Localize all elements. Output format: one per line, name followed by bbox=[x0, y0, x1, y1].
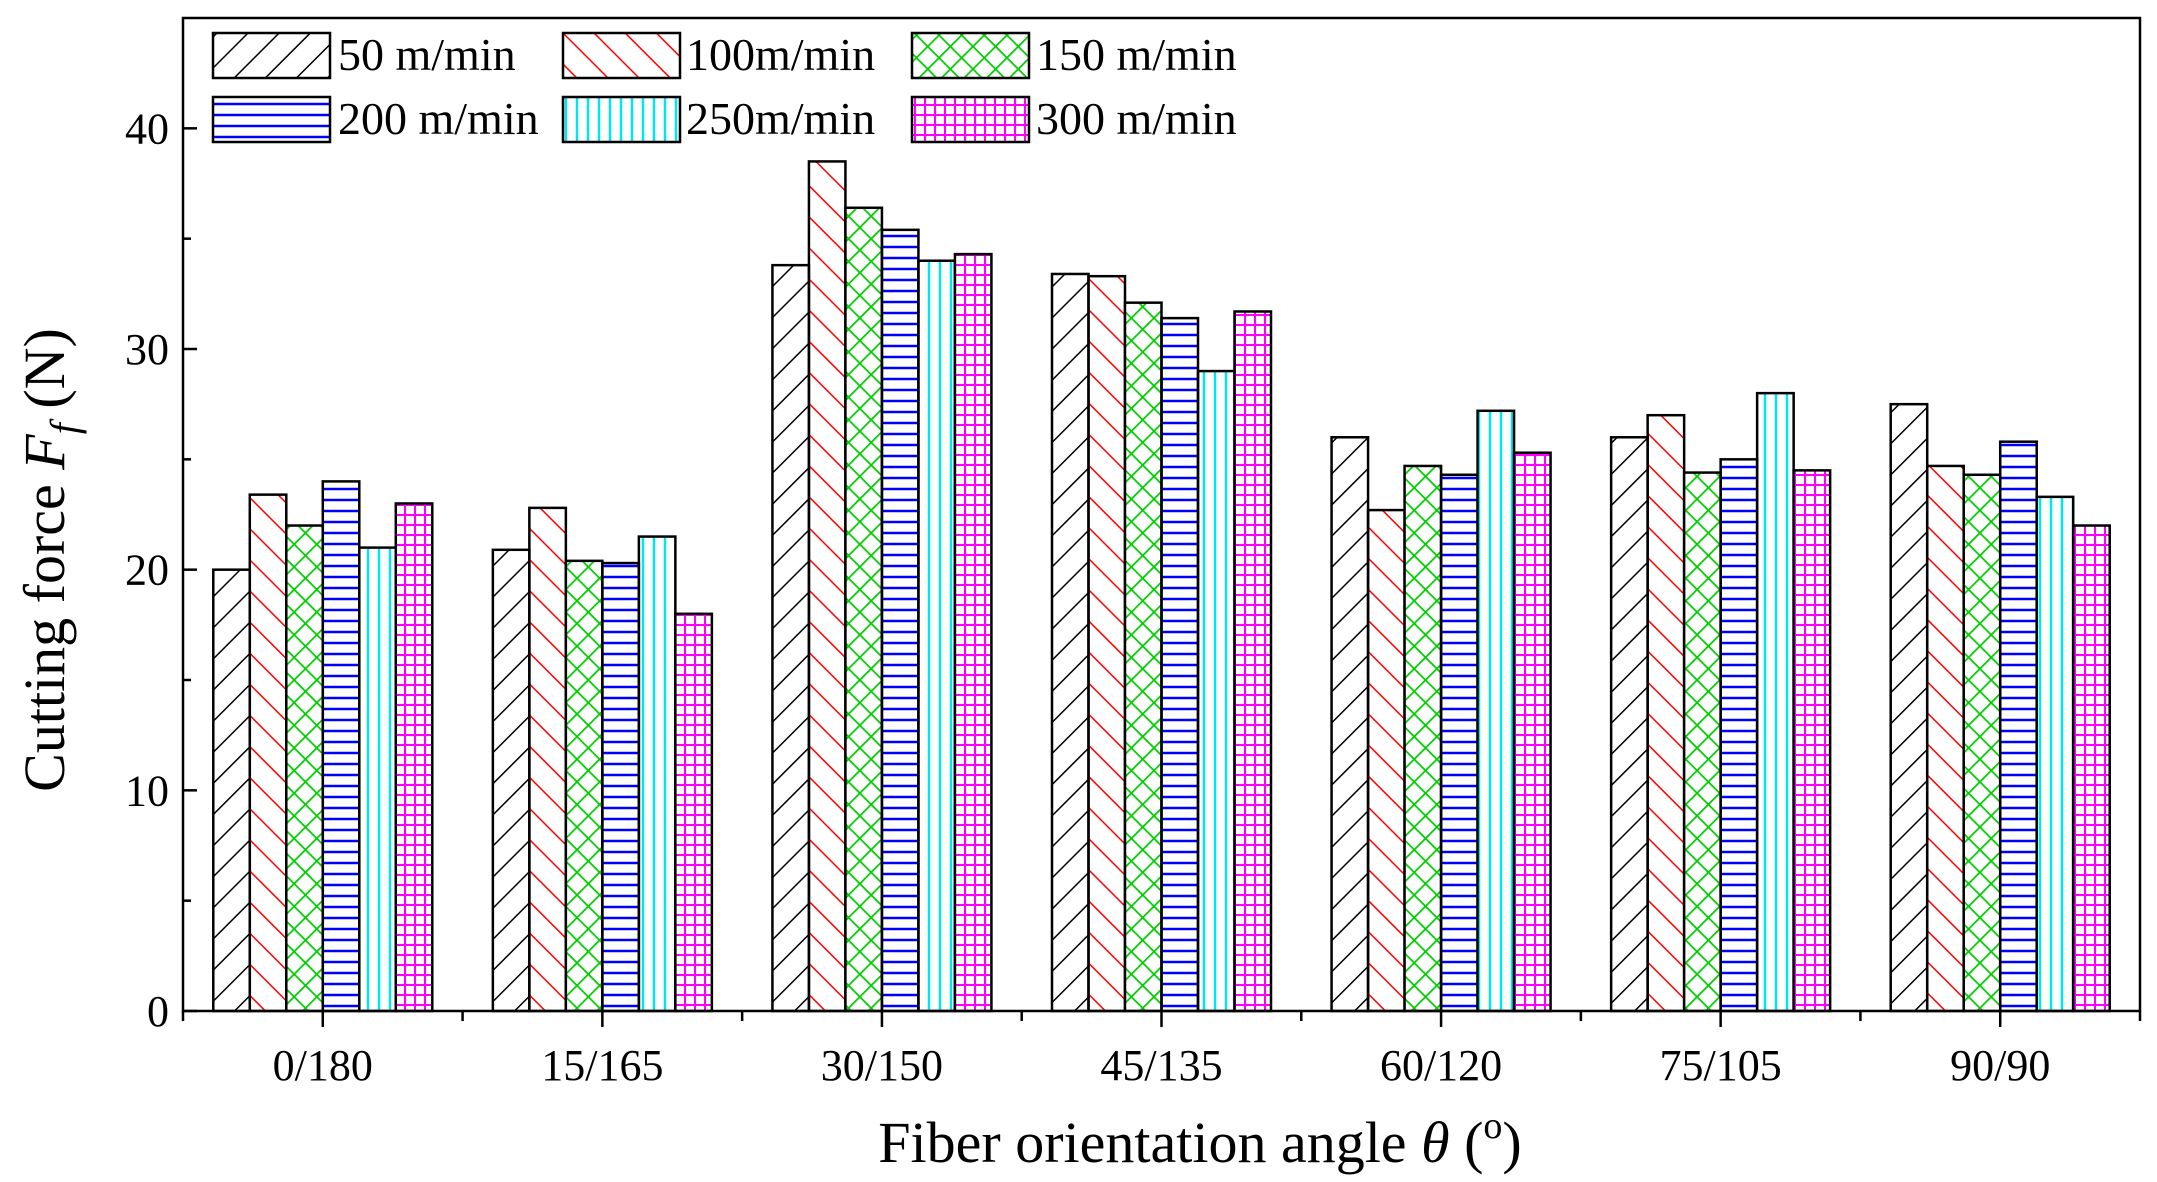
y-tick-label-1: 10 bbox=[125, 766, 169, 815]
bar-0-4 bbox=[358, 546, 398, 1013]
legend-label-4: 250m/min bbox=[686, 93, 875, 144]
bar-5-3 bbox=[1719, 458, 1759, 1013]
bar-1-2 bbox=[564, 559, 604, 1013]
bar-3-2 bbox=[1123, 301, 1163, 1013]
bar-4-0 bbox=[1330, 436, 1370, 1013]
x-tick-label-3: 45/135 bbox=[1100, 1041, 1222, 1090]
legend-label-0: 50 m/min bbox=[338, 29, 516, 80]
bar-0-2 bbox=[285, 524, 325, 1013]
bar-2-0 bbox=[771, 263, 811, 1013]
bar-5-5 bbox=[1792, 469, 1832, 1013]
bar-0-3 bbox=[321, 480, 361, 1013]
y-axis-label-symbol: F bbox=[12, 434, 77, 471]
legend-item-3: 200 m/min bbox=[211, 93, 539, 144]
bar-3-1 bbox=[1087, 274, 1127, 1013]
bar-2-3 bbox=[880, 228, 920, 1013]
bar-4-4 bbox=[1476, 409, 1516, 1013]
y-tick-label-2: 20 bbox=[125, 546, 169, 595]
axes-group: 0 10 20 30 40 0/180 15/165 30/150 45/135 60/120 75… bbox=[125, 16, 2142, 1090]
bar-5-2 bbox=[1682, 471, 1722, 1013]
bar-6-1 bbox=[1925, 464, 1965, 1013]
bar-3-3 bbox=[1160, 316, 1200, 1013]
legend-item-5: 300 m/min bbox=[910, 93, 1237, 144]
bar-5-1 bbox=[1646, 413, 1686, 1013]
bar-1-5 bbox=[674, 612, 714, 1013]
legend: 50 m/min 100m/min 150 m/min 200 m/min 250m/m… bbox=[211, 29, 1237, 144]
bar-0-5 bbox=[394, 502, 434, 1013]
x-tick-label-2: 30/150 bbox=[821, 1041, 943, 1090]
legend-label-2: 150 m/min bbox=[1036, 29, 1237, 80]
y-axis-label-unit: (N) bbox=[12, 328, 77, 409]
x-axis-label-symbol: θ bbox=[1421, 1110, 1450, 1175]
legend-swatch-5 bbox=[910, 95, 1031, 144]
bar-2-4 bbox=[917, 259, 957, 1013]
bar-1-1 bbox=[528, 506, 568, 1013]
bar-3-0 bbox=[1050, 272, 1090, 1013]
bar-3-4 bbox=[1196, 369, 1236, 1013]
bar-0-0 bbox=[212, 568, 252, 1013]
legend-item-4: 250m/min bbox=[561, 93, 875, 144]
y-tick-label-3: 30 bbox=[125, 325, 169, 374]
y-axis-label: Cutting force Ff (N) bbox=[12, 328, 87, 792]
bar-1-0 bbox=[491, 548, 531, 1013]
bar-6-0 bbox=[1889, 402, 1929, 1013]
legend-label-1: 100m/min bbox=[686, 29, 875, 80]
bar-6-2 bbox=[1962, 473, 2002, 1013]
x-tick-label-1: 15/165 bbox=[541, 1041, 663, 1090]
bars-group bbox=[212, 160, 2111, 1013]
legend-swatch-3 bbox=[211, 95, 332, 144]
y-tick-label-4: 40 bbox=[125, 104, 169, 153]
bar-5-0 bbox=[1609, 436, 1649, 1013]
bar-2-2 bbox=[844, 206, 884, 1013]
bar-1-4 bbox=[637, 535, 677, 1013]
legend-swatch-4 bbox=[561, 95, 682, 144]
legend-swatch-0 bbox=[211, 31, 332, 80]
bar-2-5 bbox=[953, 252, 993, 1013]
bar-1-3 bbox=[601, 561, 641, 1013]
bar-3-5 bbox=[1233, 310, 1273, 1013]
bar-0-1 bbox=[248, 493, 288, 1013]
legend-item-2: 150 m/min bbox=[910, 29, 1237, 80]
bar-6-5 bbox=[2071, 524, 2111, 1013]
bar-6-4 bbox=[2035, 495, 2075, 1013]
y-tick-label-0: 0 bbox=[147, 987, 169, 1036]
bar-2-1 bbox=[807, 160, 847, 1013]
bar-5-4 bbox=[1755, 391, 1795, 1013]
bar-4-3 bbox=[1439, 473, 1479, 1013]
legend-swatch-1 bbox=[561, 31, 682, 80]
legend-swatch-2 bbox=[910, 31, 1031, 80]
legend-item-1: 100m/min bbox=[561, 29, 875, 80]
bar-4-2 bbox=[1403, 464, 1443, 1013]
x-axis-label-paren-open: ( bbox=[1464, 1110, 1483, 1175]
x-tick-label-6: 90/90 bbox=[1950, 1041, 2050, 1090]
bar-6-3 bbox=[1998, 440, 2038, 1013]
x-axis-label-paren-close: ) bbox=[1502, 1110, 1521, 1175]
x-axis-label-degree: o bbox=[1483, 1105, 1502, 1147]
x-tick-label-5: 75/105 bbox=[1660, 1041, 1782, 1090]
legend-label-3: 200 m/min bbox=[338, 93, 539, 144]
x-axis-label-text: Fiber orientation angle bbox=[878, 1110, 1406, 1175]
x-tick-label-0: 0/180 bbox=[273, 1041, 373, 1090]
bar-4-5 bbox=[1512, 451, 1552, 1013]
bar-4-1 bbox=[1366, 508, 1406, 1013]
x-axis-label: Fiber orientation angle θ (o) bbox=[878, 1105, 1521, 1175]
legend-label-5: 300 m/min bbox=[1036, 93, 1237, 144]
legend-item-0: 50 m/min bbox=[211, 29, 516, 80]
x-tick-label-4: 60/120 bbox=[1380, 1041, 1502, 1090]
y-axis-label-text: Cutting force bbox=[12, 484, 77, 792]
